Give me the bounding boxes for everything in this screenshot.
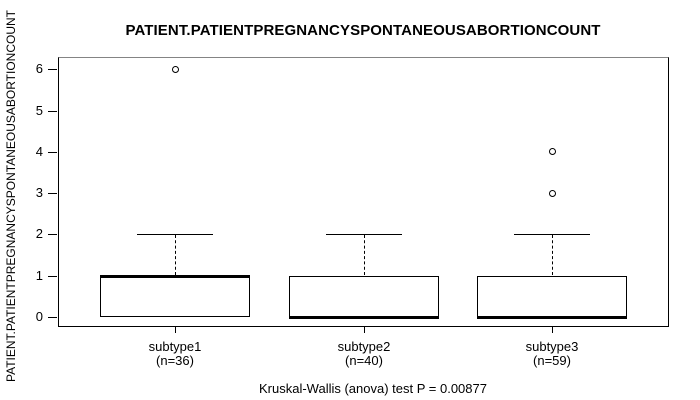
whisker-cap	[514, 234, 590, 235]
y-tick	[48, 69, 57, 70]
group-label: subtype3	[525, 339, 579, 354]
box	[477, 276, 627, 317]
group-count-label: (n=36)	[156, 353, 194, 368]
y-tick	[48, 111, 57, 112]
x-tick-label: subtype1 (n=36)	[105, 340, 245, 368]
group-count-label: (n=59)	[533, 353, 571, 368]
y-tick-label: 1	[35, 268, 43, 283]
median-line	[289, 316, 439, 319]
plot-area	[58, 57, 669, 327]
outlier-point	[549, 190, 556, 197]
whisker-cap	[137, 234, 213, 235]
median-line	[100, 275, 250, 278]
box	[289, 276, 439, 317]
median-line	[477, 316, 627, 319]
box	[100, 276, 250, 317]
group-count-label: (n=40)	[345, 353, 383, 368]
y-tick	[48, 317, 57, 318]
y-tick	[48, 193, 57, 194]
outlier-point	[172, 66, 179, 73]
whisker-line	[363, 235, 365, 275]
x-tick	[175, 327, 176, 333]
y-tick-label: 2	[35, 226, 43, 241]
y-tick-label: 3	[35, 185, 43, 200]
y-tick	[48, 152, 57, 153]
whisker-line	[175, 235, 176, 275]
outlier-point	[549, 148, 556, 155]
y-tick	[48, 276, 57, 277]
stat-test-note: Kruskal-Wallis (anova) test P = 0.00877	[259, 381, 487, 396]
chart-title: PATIENT.PATIENTPREGNANCYSPONTANEOUSABORT…	[125, 22, 601, 39]
y-tick-label: 0	[35, 309, 43, 324]
y-tick	[48, 234, 57, 235]
x-tick-label: subtype2 (n=40)	[294, 340, 434, 368]
y-tick-label: 5	[35, 103, 43, 118]
y-tick-label: 6	[35, 61, 43, 76]
y-tick-label: 4	[35, 144, 43, 159]
x-tick	[364, 327, 365, 333]
whisker-line	[552, 235, 553, 275]
group-label: subtype2	[337, 339, 391, 354]
x-tick-label: subtype3 (n=59)	[482, 340, 622, 368]
group-label: subtype1	[148, 339, 202, 354]
whisker-cap	[326, 234, 402, 235]
x-tick	[552, 327, 553, 333]
